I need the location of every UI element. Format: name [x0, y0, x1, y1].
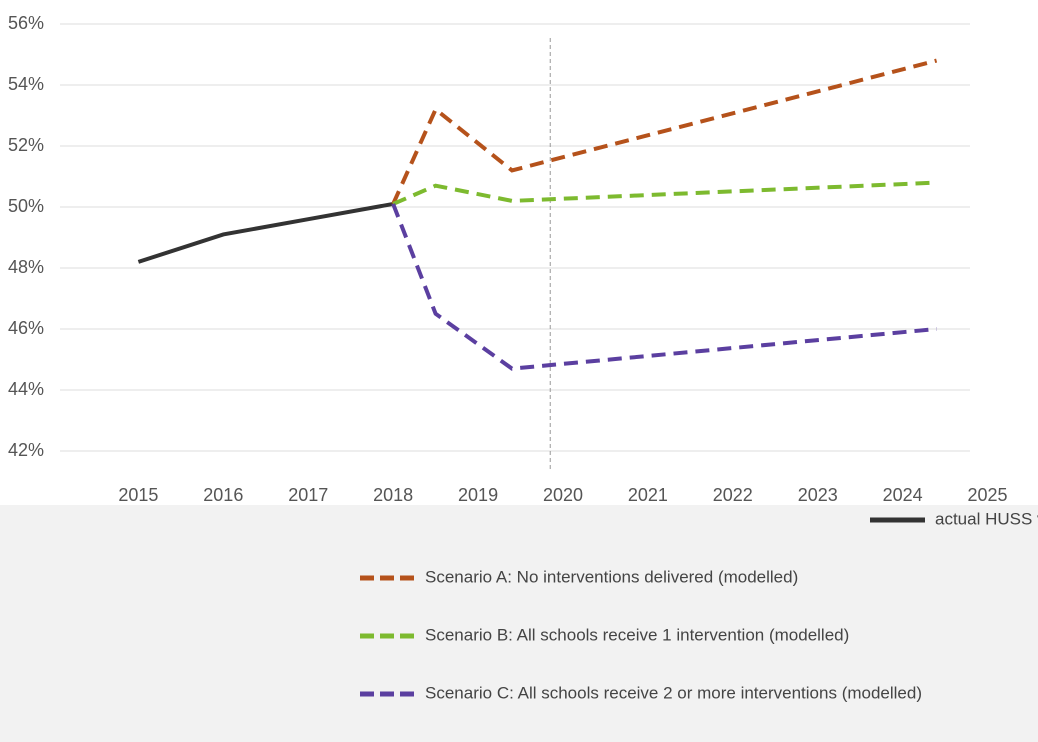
legend: actual HUSS value Scenario A: No interven… [360, 509, 1038, 702]
x-tick-label: 2020 [543, 485, 583, 505]
x-tick-label: 2018 [373, 485, 413, 505]
y-tick-label: 56% [8, 13, 44, 33]
x-tick-label: 2017 [288, 485, 328, 505]
legend-panel [0, 505, 1038, 742]
y-tick-label: 50% [8, 196, 44, 216]
legend-label: Scenario B: All schools receive 1 interv… [425, 625, 849, 644]
x-tick-label: 2021 [628, 485, 668, 505]
x-tick-label: 2019 [458, 485, 498, 505]
x-tick-label: 2025 [968, 485, 1008, 505]
x-tick-label: 2023 [798, 485, 838, 505]
x-tick-label: 2024 [883, 485, 923, 505]
series-line [392, 180, 937, 206]
x-tick-label: 2022 [713, 485, 753, 505]
x-tick-label: 2015 [118, 485, 158, 505]
series-line [391, 58, 938, 205]
series-line [391, 203, 937, 371]
y-tick-label: 44% [8, 379, 44, 399]
y-tick-label: 42% [8, 440, 44, 460]
legend-label: actual HUSS value [935, 509, 1038, 528]
y-tick-label: 48% [8, 257, 44, 277]
y-tick-label: 54% [8, 74, 44, 94]
series-line [137, 201, 394, 264]
legend-label: Scenario C: All schools receive 2 or mor… [425, 683, 922, 702]
legend-label: Scenario A: No interventions delivered (… [425, 567, 798, 586]
y-tick-label: 46% [8, 318, 44, 338]
y-tick-label: 52% [8, 135, 44, 155]
plot: 42% 44% 46% 48% 50% 52% 54% 56% 2015 2016 2017 2018… [8, 13, 1008, 505]
x-tick-label: 2016 [203, 485, 243, 505]
